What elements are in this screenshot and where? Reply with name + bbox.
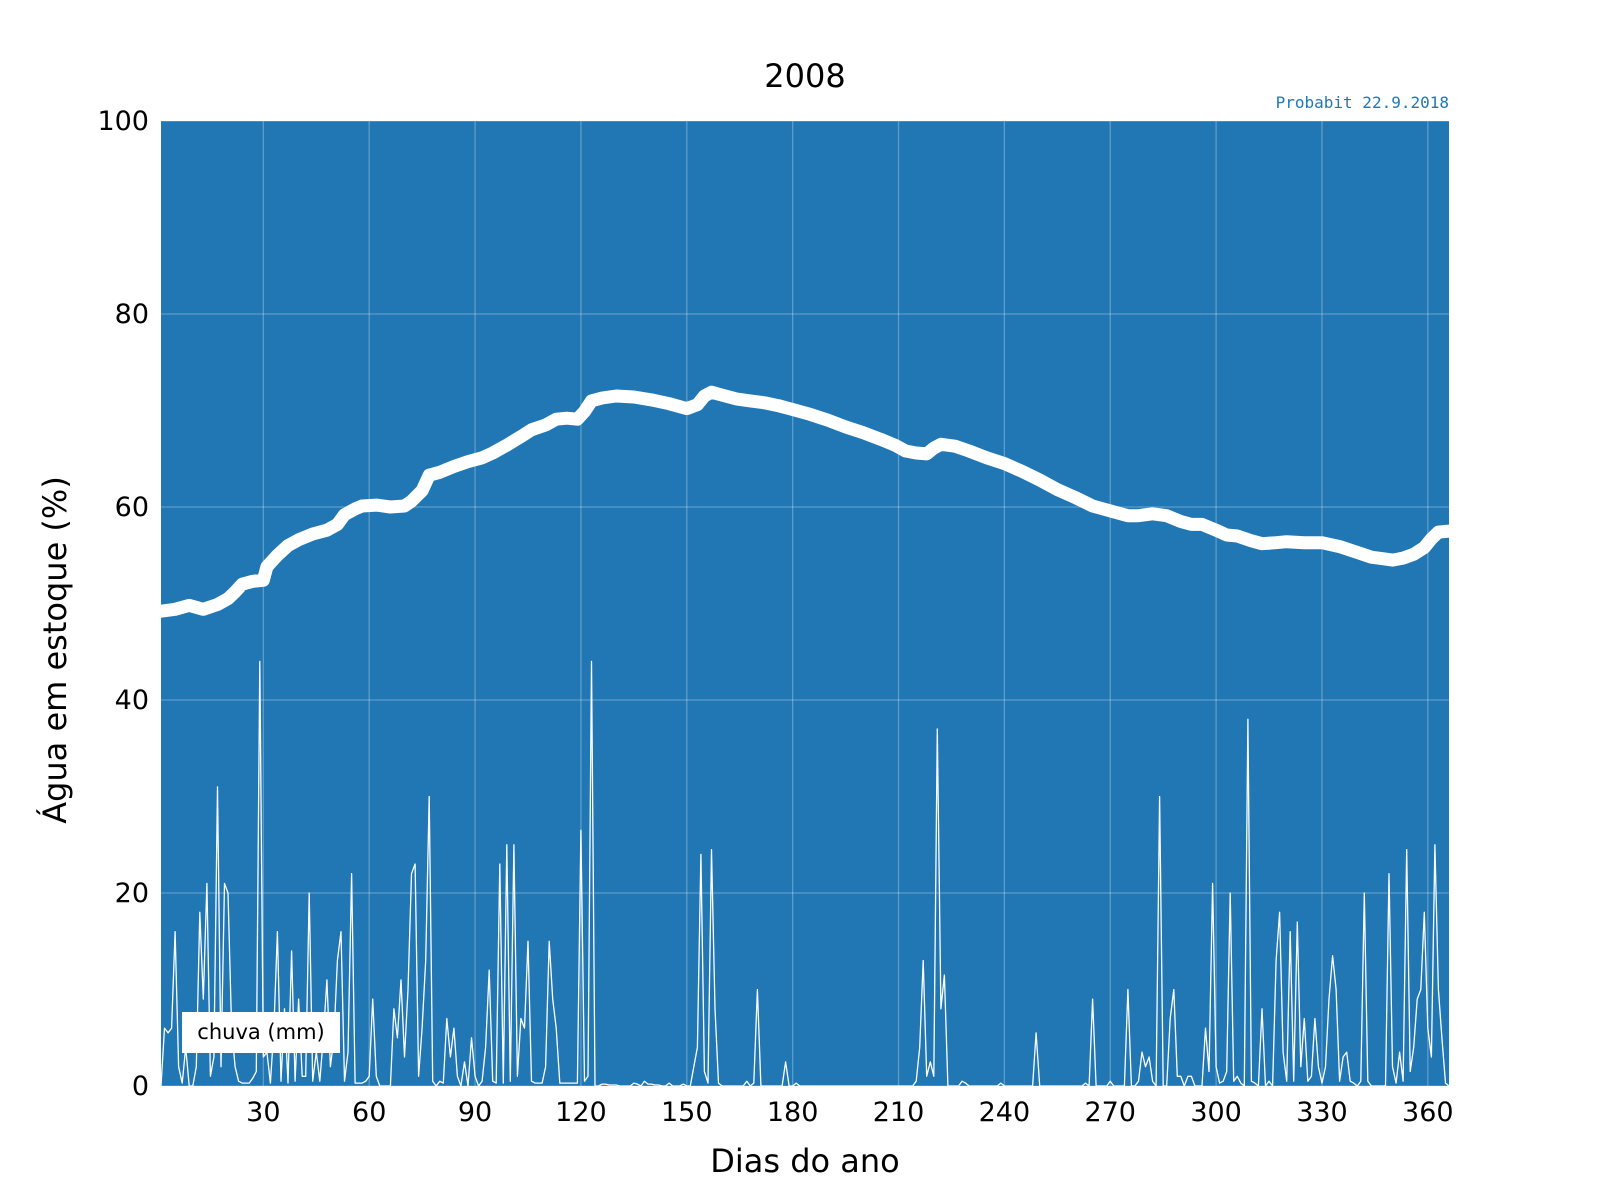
x-tick-label: 240 — [979, 1097, 1031, 1128]
x-axis-label: Dias do ano — [710, 1142, 900, 1180]
y-tick-label: 40 — [115, 685, 149, 716]
x-tick-label: 60 — [352, 1097, 386, 1128]
x-tick-label: 210 — [873, 1097, 925, 1128]
series-line-chuva — [160, 660, 1450, 1087]
y-tick-label: 100 — [97, 106, 149, 137]
x-tick-label: 90 — [458, 1097, 492, 1128]
plot-area — [161, 121, 1449, 1086]
y-tick-label: 60 — [115, 492, 149, 523]
series-line-agua-estoque — [154, 385, 1456, 618]
y-axis-label: Água em estoque (%) — [36, 476, 74, 824]
series-layer — [154, 385, 1456, 1087]
legend-label: chuva (mm) — [197, 1020, 324, 1044]
y-tick-label: 80 — [115, 299, 149, 330]
x-tick-label: 270 — [1084, 1097, 1136, 1128]
x-tick-label: 30 — [246, 1097, 280, 1128]
x-tick-label: 120 — [555, 1097, 607, 1128]
legend-box — [182, 1012, 340, 1053]
x-tick-label: 180 — [767, 1097, 819, 1128]
y-tick-label: 0 — [132, 1071, 149, 1102]
x-tick-label: 300 — [1190, 1097, 1242, 1128]
x-tick-label: 150 — [661, 1097, 713, 1128]
chart-title: 2008 — [764, 57, 845, 95]
x-tick-label: 330 — [1296, 1097, 1348, 1128]
y-tick-label: 20 — [115, 878, 149, 909]
axes: 30 60 90 120 150 180 210 240 270 300 330 360 0 20 40 60… — [97, 106, 1453, 1128]
credit-text: Probabit 22.9.2018 — [1276, 93, 1449, 112]
legend: chuva (mm) — [182, 1012, 340, 1053]
x-tick-label: 360 — [1402, 1097, 1454, 1128]
